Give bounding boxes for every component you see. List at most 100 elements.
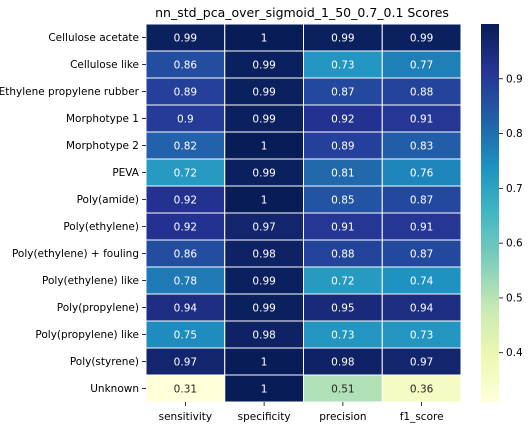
row-label: Poly(propylene) like [35, 329, 139, 341]
cell-value-label: 0.99 [174, 33, 197, 45]
heatmap-cell [381, 23, 462, 52]
row-labels: Cellulose acetate Cellulose like Ethylene … [0, 32, 146, 395]
cell-value-label: 0.98 [252, 249, 275, 261]
heatmap-cell [224, 23, 304, 52]
cell-value-label: 0.95 [331, 303, 354, 315]
cell-value-label: 1 [261, 33, 268, 45]
heatmap-cell [303, 347, 383, 376]
heatmap-cell [381, 293, 462, 322]
cell-value-label: 1 [261, 141, 268, 153]
heatmap-cell [224, 77, 304, 106]
row-label: Cellulose like [70, 59, 139, 71]
heatmap-cell [145, 320, 226, 349]
row-label: Unknown [90, 383, 139, 395]
colorbar-tick-label: 0.5 [506, 292, 523, 304]
heatmap-cell [303, 158, 383, 187]
cell-value-label: 0.97 [174, 357, 197, 369]
heatmap-cell [303, 320, 383, 349]
heatmap-cell [145, 158, 226, 187]
cell-value-label: 0.77 [410, 60, 433, 72]
cell-value-label: 0.99 [331, 33, 354, 45]
colorbar: 0.4 0.5 0.6 0.7 0.8 0.9 [481, 24, 523, 402]
heatmap-cell [381, 347, 462, 376]
cell-value-label: 0.94 [174, 303, 198, 315]
cell-value-label: 0.99 [252, 168, 275, 180]
heatmap-cell [303, 185, 383, 214]
heatmap-cell [145, 212, 226, 241]
heatmap-cell [303, 131, 383, 160]
cell-value-label: 0.91 [331, 222, 354, 234]
cell-value-label: 1 [261, 384, 268, 396]
column-label: precision [319, 411, 366, 423]
cell-value-label: 0.73 [331, 330, 354, 342]
column-labels: sensitivity specificity precision f1_score [159, 402, 444, 423]
row-label: Poly(styrene) [70, 356, 139, 368]
cell-value-label: 0.85 [331, 195, 354, 207]
cell-value-label: 0.9 [177, 114, 194, 126]
row-label: Ethylene propylene rubber [0, 86, 140, 98]
colorbar-tick-label: 0.4 [506, 347, 523, 359]
colorbar-tick-label: 0.9 [506, 73, 523, 85]
row-label: Poly(amide) [77, 194, 139, 206]
row-label: Poly(ethylene) like [42, 275, 139, 287]
cell-value-label: 0.92 [331, 114, 354, 126]
row-label: Morphotype 2 [66, 140, 139, 152]
heatmap-cell [381, 158, 462, 187]
cell-value-label: 0.72 [331, 276, 354, 288]
row-label: Poly(propylene) [57, 302, 139, 314]
cell-value-label: 0.86 [174, 60, 198, 72]
row-label: PEVA [112, 167, 139, 179]
colorbar-gradient [481, 24, 499, 402]
cell-value-label: 0.87 [331, 87, 354, 99]
heatmap-cell [381, 104, 462, 133]
cell-value-label: 0.88 [410, 87, 433, 99]
colorbar-tick-label: 0.6 [506, 238, 523, 250]
heatmap-cell [381, 374, 462, 403]
heatmap-cells: 0.99 1 0.99 0.99 0.86 0.99 0.73 0.77 0.89 0.99 0.8… [145, 23, 462, 403]
cell-value-label: 0.91 [410, 222, 433, 234]
cell-value-label: 0.75 [174, 330, 197, 342]
chart-title: nn_std_pca_over_sigmoid_1_50_0.7_0.1 Sco… [155, 5, 449, 20]
column-label: specificity [238, 411, 291, 423]
heatmap-cell [381, 320, 462, 349]
cell-value-label: 0.73 [331, 60, 354, 72]
heatmap-cell [224, 374, 304, 403]
heatmap-cell [224, 347, 304, 376]
cell-value-label: 0.88 [331, 249, 354, 261]
heatmap-cell [224, 293, 304, 322]
cell-value-label: 0.82 [174, 141, 197, 153]
heatmap-cell [145, 347, 226, 376]
heatmap-cell [381, 131, 462, 160]
heatmap-cell [224, 50, 304, 79]
row-label: Cellulose acetate [48, 32, 139, 44]
cell-value-label: 0.81 [331, 168, 354, 180]
heatmap-cell [381, 50, 462, 79]
cell-value-label: 0.76 [410, 168, 434, 180]
cell-value-label: 0.98 [252, 330, 275, 342]
column-label: f1_score [400, 411, 444, 423]
colorbar-tick-label: 0.7 [506, 183, 523, 195]
cell-value-label: 0.83 [410, 141, 433, 153]
heatmap-cell [224, 104, 304, 133]
heatmap-cell [303, 212, 383, 241]
cell-value-label: 0.92 [174, 222, 197, 234]
heatmap-cell [381, 77, 462, 106]
cell-value-label: 0.73 [410, 330, 433, 342]
heatmap-cell [224, 131, 304, 160]
cell-value-label: 0.87 [410, 249, 433, 261]
heatmap-cell [381, 266, 462, 295]
cell-value-label: 0.99 [252, 303, 275, 315]
cell-value-label: 0.94 [410, 303, 434, 315]
cell-value-label: 1 [261, 357, 268, 369]
heatmap-cell [381, 185, 462, 214]
cell-value-label: 0.99 [252, 276, 275, 288]
cell-value-label: 0.97 [252, 222, 275, 234]
cell-value-label: 0.89 [174, 87, 197, 99]
cell-value-label: 0.91 [410, 114, 433, 126]
cell-value-label: 0.98 [331, 357, 354, 369]
heatmap-cell [145, 266, 226, 295]
cell-value-label: 0.86 [174, 249, 198, 261]
heatmap-cell [224, 158, 304, 187]
cell-value-label: 1 [261, 195, 268, 207]
